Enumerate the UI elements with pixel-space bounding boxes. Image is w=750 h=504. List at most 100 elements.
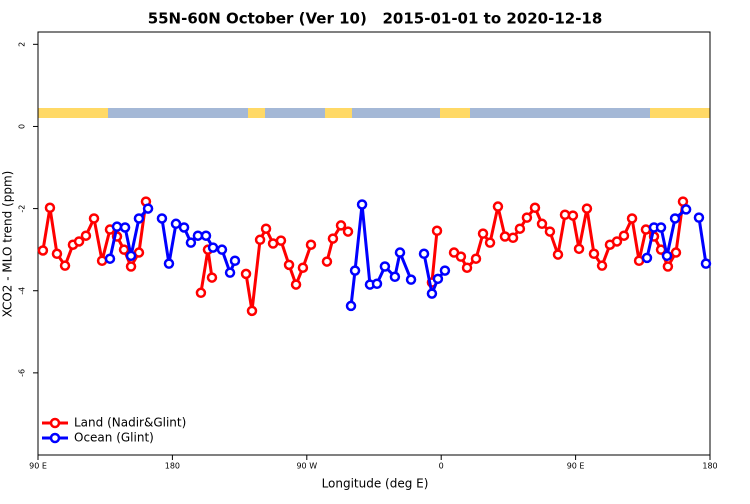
data-point bbox=[455, 251, 467, 262]
data-point bbox=[321, 256, 333, 267]
data-point bbox=[104, 253, 116, 264]
data-point bbox=[669, 213, 681, 224]
data-point bbox=[492, 201, 504, 212]
data-point bbox=[700, 258, 712, 269]
data-point bbox=[521, 212, 533, 223]
data-point bbox=[200, 230, 212, 241]
data-point bbox=[224, 267, 236, 278]
y-axis-label: XCO2 - MLO trend (ppm) bbox=[1, 171, 15, 318]
data-point bbox=[655, 222, 667, 233]
data-point bbox=[246, 305, 258, 317]
data-point bbox=[661, 250, 673, 262]
data-point bbox=[88, 213, 100, 224]
data-point bbox=[37, 245, 49, 256]
data-point bbox=[544, 226, 556, 237]
data-point bbox=[693, 212, 705, 223]
land-mask-strip bbox=[38, 108, 710, 118]
data-point bbox=[418, 248, 430, 260]
y-tick-label: 0 bbox=[18, 124, 27, 129]
data-point bbox=[470, 253, 482, 264]
data-point bbox=[356, 199, 368, 210]
data-point bbox=[185, 237, 197, 248]
data-point bbox=[371, 278, 383, 289]
data-point bbox=[581, 203, 593, 214]
data-point bbox=[431, 225, 443, 237]
data-point bbox=[163, 258, 175, 269]
data-point bbox=[111, 221, 123, 232]
data-point bbox=[178, 222, 190, 233]
data-point bbox=[142, 203, 154, 214]
data-point bbox=[125, 261, 137, 272]
data-point bbox=[290, 279, 302, 290]
x-tick-label: 90 W bbox=[296, 462, 317, 471]
data-point bbox=[345, 300, 357, 312]
x-tick-label: 0 bbox=[439, 462, 444, 471]
data-point bbox=[80, 230, 92, 241]
data-point bbox=[670, 247, 682, 258]
data-point bbox=[499, 231, 511, 242]
data-point bbox=[405, 274, 417, 285]
data-point bbox=[254, 234, 266, 246]
data-point bbox=[394, 247, 406, 258]
data-point bbox=[379, 261, 391, 272]
data-point bbox=[192, 230, 204, 241]
data-point bbox=[133, 213, 145, 224]
x-tick-label: 90 E bbox=[567, 462, 585, 471]
data-point bbox=[662, 261, 674, 272]
data-point bbox=[335, 220, 347, 231]
chart-title: 55N-60N October (Ver 10) 2015-01-01 to 2… bbox=[148, 10, 603, 28]
y-tick-label: -6 bbox=[18, 369, 27, 377]
data-point bbox=[349, 265, 361, 276]
legend-marker bbox=[49, 432, 61, 444]
data-point bbox=[59, 260, 71, 271]
data-point bbox=[327, 233, 339, 244]
data-point bbox=[507, 232, 519, 244]
data-point bbox=[305, 239, 317, 250]
data-point bbox=[207, 242, 219, 253]
data-point bbox=[484, 237, 496, 248]
legend-label: Land (Nadir&Glint) bbox=[74, 416, 186, 430]
data-point bbox=[216, 244, 228, 255]
y-tick-label: -4 bbox=[18, 287, 27, 295]
data-point bbox=[125, 250, 137, 262]
data-point bbox=[156, 213, 168, 224]
data-point bbox=[195, 287, 207, 299]
data-point bbox=[283, 259, 295, 271]
plot-frame bbox=[37, 31, 711, 456]
data-point bbox=[119, 222, 131, 233]
data-point bbox=[680, 204, 692, 215]
data-point bbox=[389, 271, 401, 283]
data-point bbox=[170, 218, 182, 230]
legend-label: Ocean (Glint) bbox=[74, 431, 154, 445]
data-point bbox=[536, 218, 548, 230]
data-point bbox=[626, 213, 638, 224]
data-point bbox=[641, 252, 653, 264]
x-tick-label: 180 bbox=[165, 462, 180, 471]
data-point bbox=[477, 228, 489, 239]
data-point bbox=[439, 265, 451, 276]
data-point bbox=[240, 268, 252, 280]
data-point bbox=[118, 244, 130, 255]
y-tick-label: 2 bbox=[18, 42, 27, 47]
data-point bbox=[529, 202, 541, 214]
data-point bbox=[432, 273, 444, 285]
data-point bbox=[73, 236, 85, 247]
data-point bbox=[640, 224, 652, 235]
y-tick-label: -2 bbox=[18, 205, 27, 213]
data-point bbox=[275, 235, 287, 246]
x-axis-label: Longitude (deg E) bbox=[322, 477, 429, 491]
data-point bbox=[573, 243, 585, 255]
data-point bbox=[44, 202, 56, 214]
data-point bbox=[51, 248, 63, 260]
data-point bbox=[588, 248, 600, 260]
data-point bbox=[567, 210, 579, 221]
data-point bbox=[297, 262, 309, 273]
legend-marker bbox=[49, 417, 61, 429]
data-point bbox=[229, 255, 241, 266]
data-point bbox=[260, 223, 272, 234]
x-tick-label: 90 E bbox=[29, 462, 47, 471]
data-point bbox=[618, 230, 630, 241]
data-point bbox=[611, 236, 623, 247]
data-point bbox=[342, 226, 354, 237]
